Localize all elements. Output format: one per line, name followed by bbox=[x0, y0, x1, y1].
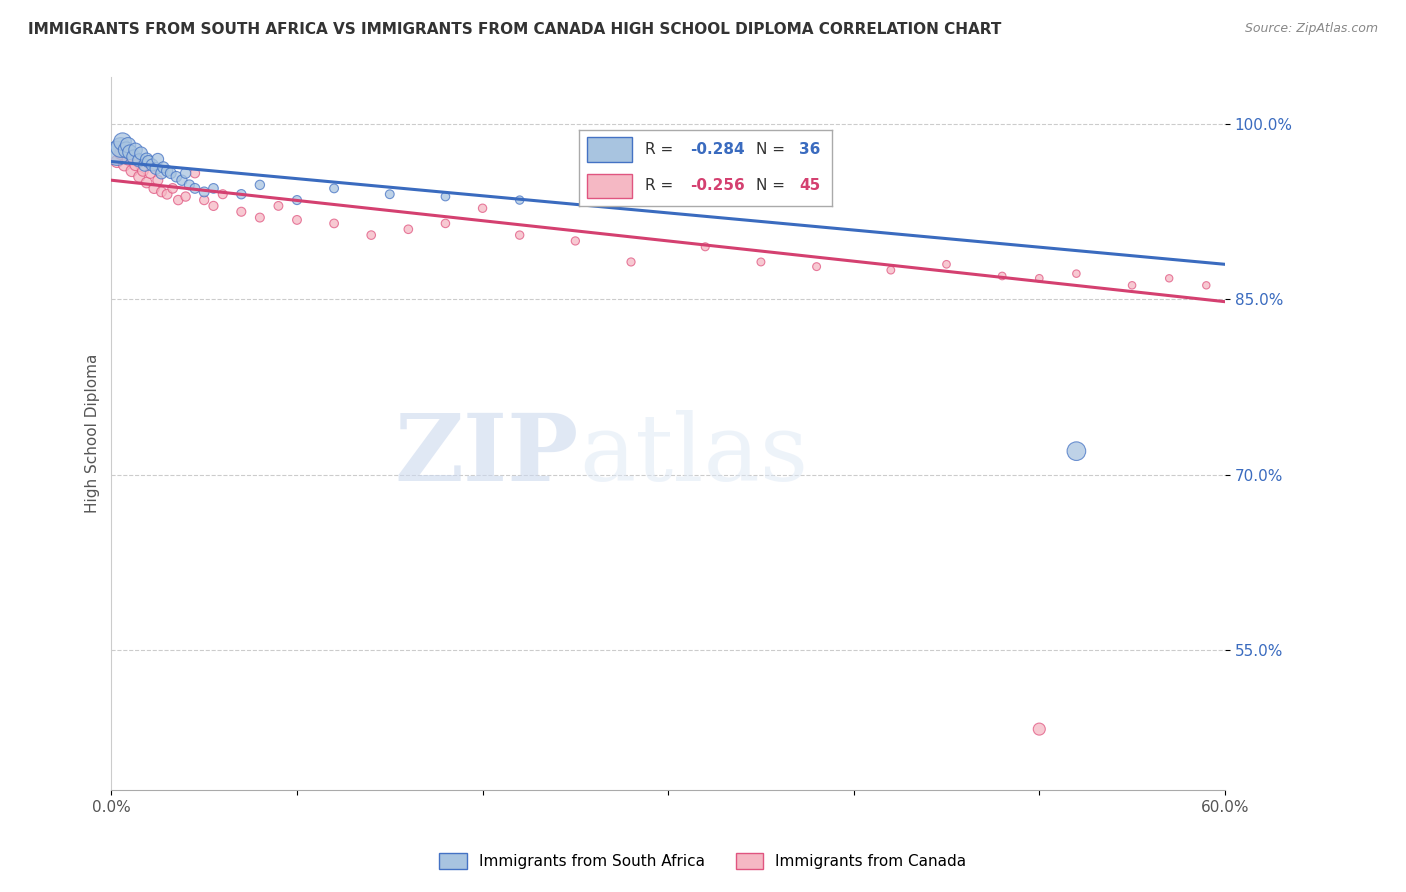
Point bbox=[117, 152, 139, 166]
Point bbox=[124, 158, 146, 172]
Point bbox=[118, 145, 141, 160]
Text: N =: N = bbox=[756, 178, 790, 194]
Point bbox=[231, 187, 253, 202]
Text: atlas: atlas bbox=[579, 410, 808, 500]
Point bbox=[323, 181, 346, 195]
Point bbox=[152, 161, 174, 175]
Point bbox=[434, 216, 457, 230]
Point bbox=[1028, 271, 1050, 285]
Point bbox=[1028, 722, 1050, 736]
Point bbox=[657, 193, 679, 207]
Text: R =: R = bbox=[645, 178, 678, 194]
Point bbox=[174, 166, 197, 180]
Point bbox=[935, 257, 957, 271]
Point bbox=[620, 255, 643, 269]
Point bbox=[150, 166, 173, 180]
Text: -0.256: -0.256 bbox=[690, 178, 745, 194]
Point bbox=[991, 268, 1014, 283]
Point bbox=[135, 176, 157, 190]
Point bbox=[110, 140, 132, 154]
Point bbox=[471, 201, 494, 215]
Point bbox=[249, 211, 271, 225]
Point bbox=[132, 164, 155, 178]
Point bbox=[202, 199, 225, 213]
Bar bbox=[586, 137, 633, 161]
Point bbox=[159, 166, 181, 180]
Point bbox=[141, 158, 163, 172]
Point bbox=[124, 143, 146, 157]
Point bbox=[179, 178, 201, 192]
Point bbox=[110, 146, 132, 161]
Point bbox=[249, 178, 271, 192]
Point bbox=[170, 173, 193, 187]
Point bbox=[139, 166, 162, 180]
Point bbox=[378, 187, 401, 202]
Point bbox=[135, 152, 157, 166]
Text: R =: R = bbox=[645, 142, 678, 157]
Point bbox=[1066, 444, 1088, 458]
Point bbox=[193, 185, 215, 199]
Point bbox=[434, 189, 457, 203]
Point bbox=[156, 187, 179, 202]
Point bbox=[509, 193, 531, 207]
Point bbox=[146, 173, 169, 187]
Bar bbox=[586, 174, 633, 198]
Point bbox=[184, 166, 207, 180]
Point bbox=[111, 135, 134, 149]
Point bbox=[695, 240, 717, 254]
Point bbox=[202, 181, 225, 195]
Point bbox=[145, 161, 167, 176]
Point bbox=[129, 146, 152, 161]
Point bbox=[396, 222, 419, 236]
Point bbox=[105, 146, 128, 161]
Text: 45: 45 bbox=[799, 178, 821, 194]
Point bbox=[1066, 267, 1088, 281]
Point bbox=[509, 228, 531, 243]
Point bbox=[128, 153, 150, 168]
Point bbox=[193, 193, 215, 207]
Point bbox=[806, 260, 828, 274]
Point bbox=[1159, 271, 1181, 285]
Y-axis label: High School Diploma: High School Diploma bbox=[86, 354, 100, 513]
Point bbox=[128, 169, 150, 184]
Point bbox=[285, 213, 308, 227]
Point bbox=[146, 152, 169, 166]
Text: 36: 36 bbox=[799, 142, 821, 157]
Point bbox=[564, 234, 586, 248]
Point bbox=[174, 189, 197, 203]
Point bbox=[231, 204, 253, 219]
Legend: Immigrants from South Africa, Immigrants from Canada: Immigrants from South Africa, Immigrants… bbox=[433, 847, 973, 875]
Point bbox=[285, 193, 308, 207]
Point bbox=[143, 181, 166, 195]
Point bbox=[267, 199, 290, 213]
Point bbox=[156, 164, 179, 178]
Text: N =: N = bbox=[756, 142, 790, 157]
Point bbox=[122, 150, 145, 164]
Point bbox=[112, 158, 135, 172]
Point bbox=[138, 154, 160, 169]
Point bbox=[121, 164, 143, 178]
Point bbox=[211, 187, 233, 202]
Point bbox=[105, 154, 128, 169]
Point bbox=[880, 263, 903, 277]
Point bbox=[115, 143, 138, 157]
Point bbox=[184, 181, 207, 195]
Point bbox=[117, 138, 139, 153]
Text: IMMIGRANTS FROM SOUTH AFRICA VS IMMIGRANTS FROM CANADA HIGH SCHOOL DIPLOMA CORRE: IMMIGRANTS FROM SOUTH AFRICA VS IMMIGRAN… bbox=[28, 22, 1001, 37]
Point bbox=[167, 193, 190, 207]
Text: ZIP: ZIP bbox=[395, 410, 579, 500]
Text: -0.284: -0.284 bbox=[690, 142, 745, 157]
Point bbox=[134, 158, 156, 172]
Point bbox=[1121, 278, 1143, 293]
Point bbox=[749, 255, 772, 269]
Point bbox=[150, 185, 173, 199]
Point bbox=[323, 216, 346, 230]
Text: Source: ZipAtlas.com: Source: ZipAtlas.com bbox=[1244, 22, 1378, 36]
Point bbox=[1195, 278, 1218, 293]
Point bbox=[162, 181, 184, 195]
Point bbox=[360, 228, 382, 243]
Point bbox=[165, 169, 187, 184]
